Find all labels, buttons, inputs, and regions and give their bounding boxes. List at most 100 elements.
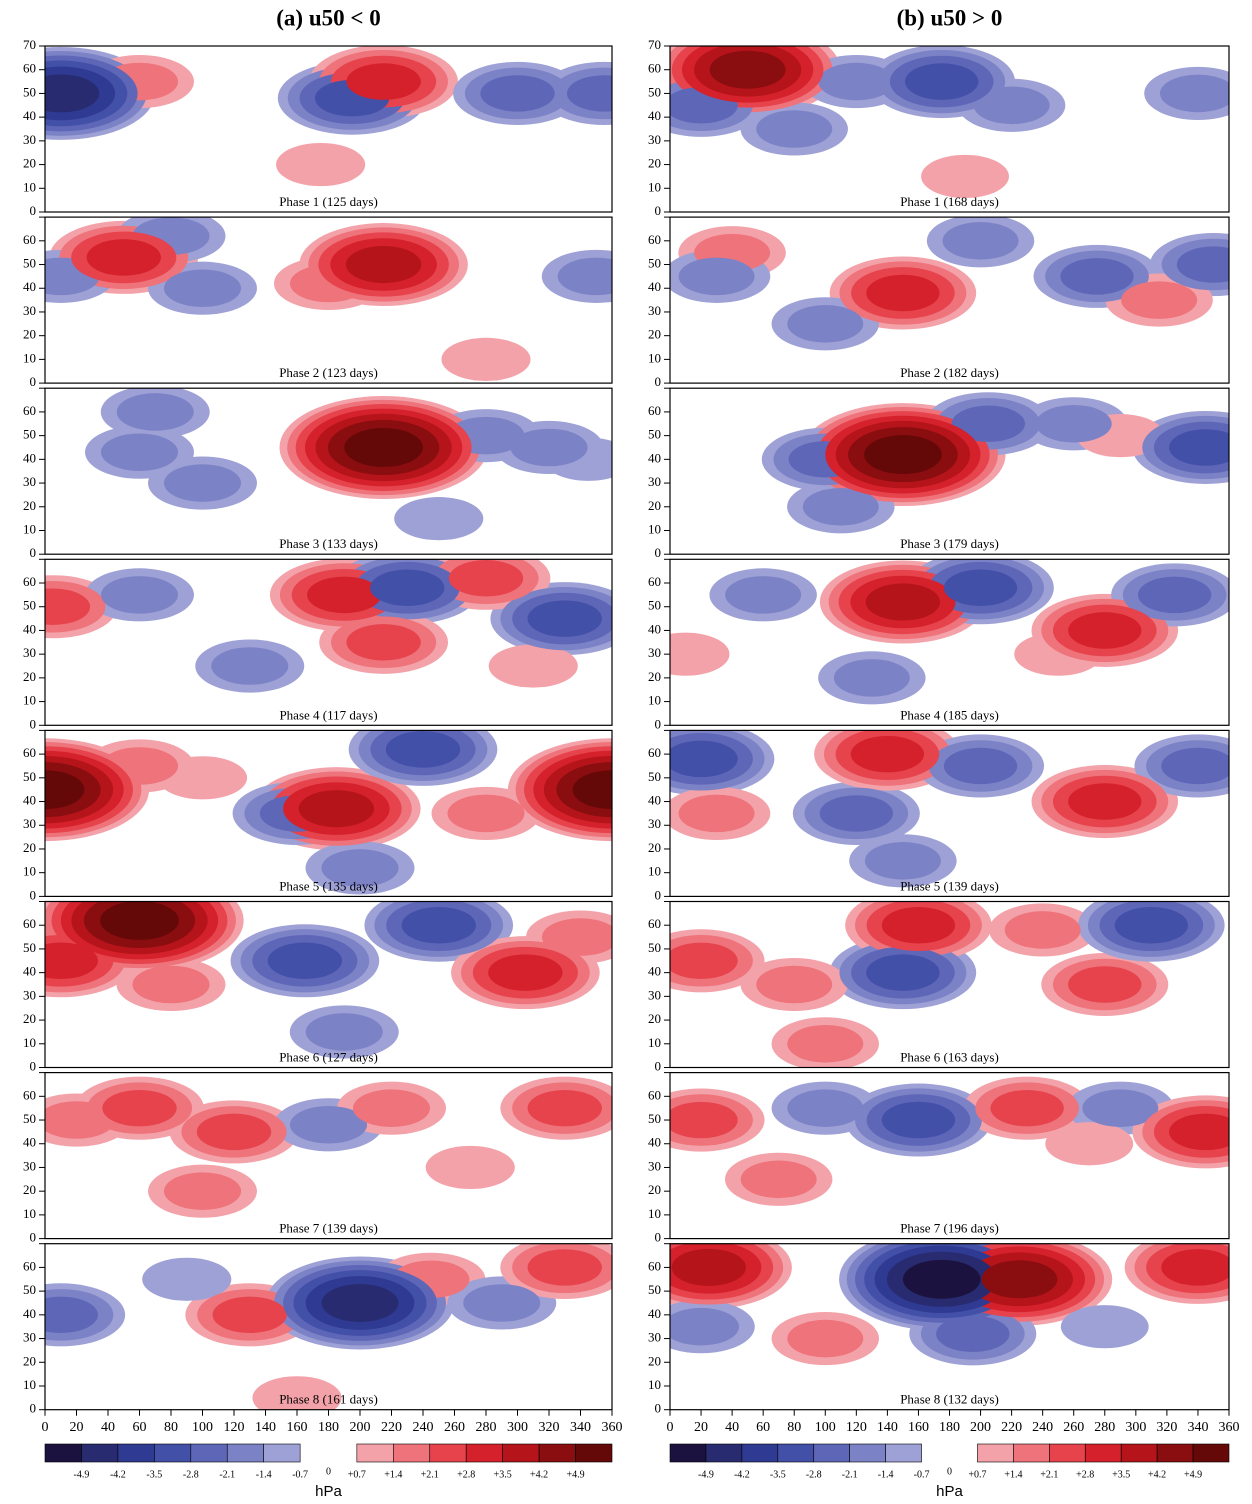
colorbar-box — [263, 1443, 301, 1463]
y-tick-label: 30 — [648, 1330, 661, 1345]
anomaly-contour — [116, 393, 194, 431]
colorbar-box — [849, 1443, 886, 1463]
anomaly-contour — [1137, 576, 1212, 614]
map-panel — [670, 1243, 1229, 1366]
colorbar-label: +0.7 — [348, 1469, 366, 1480]
colorbar-label: +2.1 — [421, 1469, 439, 1480]
panel-frame — [44, 558, 613, 726]
y-tick-label: 40 — [648, 108, 661, 123]
anomaly-contour — [86, 239, 161, 276]
y-tick-label: 0 — [655, 1401, 662, 1416]
anomaly-contour — [321, 1284, 399, 1322]
phase-label: Phase 1 (168 days) — [900, 194, 999, 209]
anomaly-contour — [864, 435, 942, 475]
anomaly-contour — [100, 901, 179, 940]
x-tick-label: 340 — [570, 1420, 591, 1435]
colorbar-label: -1.4 — [878, 1469, 894, 1480]
map-panel — [670, 46, 1229, 199]
y-tick-label: 20 — [648, 1011, 661, 1026]
anomaly-contour — [541, 918, 612, 956]
anomaly-contour — [298, 790, 375, 828]
y-tick-label: 0 — [655, 374, 662, 389]
y-tick-label: 20 — [23, 1353, 36, 1368]
anomaly-contour — [447, 794, 525, 833]
y-tick-label: 70 — [648, 37, 661, 52]
anomaly-contour — [709, 50, 786, 89]
anomaly-contour — [787, 1089, 864, 1127]
y-tick-label: 50 — [648, 256, 661, 271]
colorbar-label: -0.7 — [914, 1469, 930, 1480]
y-tick-label: 60 — [23, 403, 36, 418]
colorbar-box — [1049, 1443, 1086, 1463]
y-tick-label: 60 — [23, 61, 36, 76]
anomaly-contour — [488, 954, 563, 991]
colorbar-box — [356, 1443, 394, 1463]
anomaly-contour — [100, 433, 179, 472]
y-tick-label: 60 — [23, 1087, 36, 1102]
x-tick-label: 180 — [318, 1420, 339, 1435]
y-tick-label: 30 — [648, 816, 661, 831]
anomaly-contour — [670, 740, 738, 778]
y-tick-label: 50 — [648, 427, 661, 442]
anomaly-contour — [45, 942, 98, 980]
y-tick-label: 10 — [23, 864, 36, 879]
anomaly-contour — [401, 906, 476, 944]
panel-frame — [669, 729, 1230, 898]
anomaly-contour — [211, 647, 289, 685]
anomaly-contour — [394, 497, 484, 541]
y-tick-label: 30 — [23, 1158, 36, 1173]
map-panel — [670, 730, 1229, 888]
y-tick-label: 0 — [655, 716, 662, 731]
x-tick-label: 60 — [133, 1420, 147, 1435]
anomaly-contour — [163, 464, 242, 502]
anomaly-contour — [864, 842, 941, 880]
anomaly-contour — [943, 569, 1018, 607]
x-tick-label: 280 — [1094, 1420, 1115, 1435]
phase-label: Phase 8 (161 days) — [279, 1392, 378, 1407]
anomaly-contour — [163, 269, 242, 308]
anomaly-contour — [951, 405, 1025, 442]
anomaly-contour — [756, 110, 833, 148]
y-tick-label: 10 — [23, 1377, 36, 1392]
x-tick-label: 220 — [381, 1420, 402, 1435]
y-tick-label: 70 — [23, 37, 36, 52]
anomaly-contour — [289, 1105, 368, 1144]
phase-label: Phase 1 (125 days) — [279, 194, 378, 209]
y-tick-label: 10 — [648, 350, 661, 365]
y-tick-label: 10 — [648, 1035, 661, 1050]
y-tick-label: 30 — [648, 987, 661, 1002]
y-tick-label: 60 — [648, 916, 661, 931]
x-tick-label: 300 — [1125, 1420, 1146, 1435]
colorbar-box — [669, 1443, 707, 1463]
map-panel — [670, 901, 1225, 1068]
map-panel — [670, 1076, 1229, 1206]
anomaly-contour — [678, 794, 755, 833]
y-tick-label: 30 — [23, 645, 36, 660]
anomaly-contour — [866, 954, 940, 991]
map-panel — [670, 559, 1229, 705]
y-tick-label: 40 — [23, 1306, 36, 1321]
anomaly-contour — [352, 1089, 431, 1127]
x-tick-label: 360 — [602, 1420, 623, 1435]
colorbar-label: 0 — [326, 1466, 331, 1477]
x-tick-label: 240 — [413, 1420, 434, 1435]
colorbar-box — [117, 1443, 155, 1463]
y-tick-label: 0 — [30, 887, 37, 902]
y-tick-label: 10 — [648, 179, 661, 194]
y-tick-label: 10 — [23, 350, 36, 365]
anomaly-contour — [787, 1025, 864, 1063]
y-tick-label: 0 — [30, 374, 37, 389]
x-tick-label: 120 — [846, 1420, 867, 1435]
colorbar-label: +0.7 — [968, 1469, 986, 1480]
anomaly-contour — [252, 1376, 342, 1410]
x-tick-label: 40 — [725, 1420, 739, 1435]
x-tick-label: 320 — [539, 1420, 560, 1435]
map-panel — [45, 217, 612, 381]
y-tick-label: 40 — [648, 1135, 661, 1150]
y-tick-label: 60 — [648, 745, 661, 760]
anomaly-contour — [670, 1101, 738, 1139]
colorbar-label: 0 — [947, 1466, 952, 1477]
y-tick-label: 20 — [23, 498, 36, 513]
colorbar-label: +2.8 — [457, 1469, 475, 1480]
y-tick-label: 40 — [648, 793, 661, 808]
